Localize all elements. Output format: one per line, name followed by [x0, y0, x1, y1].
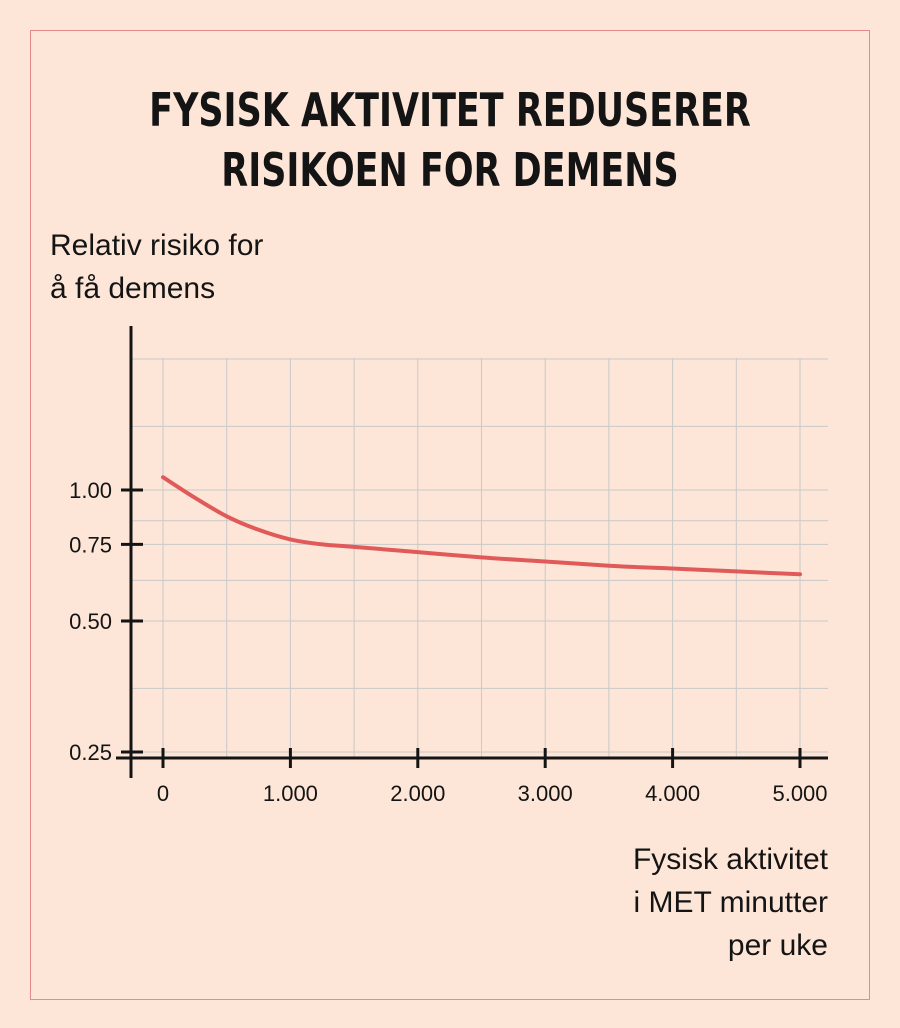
y-tick-label: 0.50	[69, 609, 112, 634]
x-axis-label-line-1: Fysisk aktivitet	[632, 843, 828, 876]
title-line-1: FYSISK AKTIVITET REDUSERER	[149, 83, 751, 137]
x-axis-label-line-2: i MET minutter	[633, 886, 829, 919]
y-tick-label: 1.00	[69, 478, 112, 503]
y-axis-label-line-1: Relativ risiko for	[50, 229, 264, 262]
ticks: 0 1.000 2.000 3.000 4.000 5.000 0.25 0.50 0.75 1.…	[69, 478, 827, 806]
axes	[116, 326, 828, 778]
title-line-2: RISIKOEN FOR DEMENS	[221, 143, 679, 197]
series	[161, 475, 802, 577]
y-tick-label: 0.25	[69, 740, 112, 765]
x-tick-label: 3.000	[518, 781, 573, 806]
chart-title: FYSISK AKTIVITET REDUSERER RISIKOEN FOR …	[131, 80, 769, 200]
grid	[131, 358, 828, 758]
y-axis-label: Relativ risiko for å få demens	[50, 224, 263, 310]
x-tick-label: 1.000	[263, 781, 318, 806]
x-tick-label: 5.000	[772, 781, 827, 806]
chart-frame	[30, 30, 870, 1000]
x-tick-label: 2.000	[390, 781, 445, 806]
x-axis-label: Fysisk aktivitet i MET minutter per uke	[633, 838, 828, 967]
x-axis-label-line-3: per uke	[727, 929, 828, 962]
x-tick-label: 0	[157, 781, 169, 806]
y-tick-label: 0.75	[69, 532, 112, 557]
risk-curve	[161, 475, 802, 577]
y-axis-label-line-2: å få demens	[50, 272, 216, 305]
x-tick-label: 4.000	[645, 781, 700, 806]
